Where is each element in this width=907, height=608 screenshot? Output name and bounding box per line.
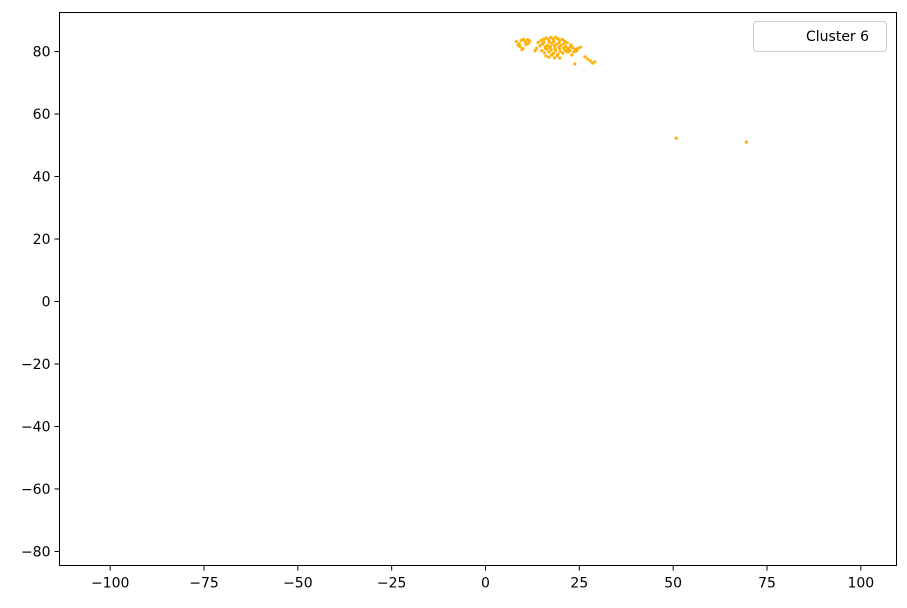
data-point	[588, 59, 592, 63]
data-point	[549, 53, 554, 57]
data-point	[552, 56, 557, 60]
x-tick-label: 0	[481, 576, 490, 592]
data-point	[548, 44, 553, 49]
data-point	[527, 41, 531, 45]
y-tick-label: 20	[33, 232, 51, 248]
data-point	[552, 44, 556, 48]
data-point	[542, 51, 547, 55]
x-axis: −100 −75 −50 −25 0 25 50 75 100	[91, 565, 874, 592]
y-tick-label: −40	[21, 419, 51, 435]
data-point	[558, 38, 562, 42]
data-point	[568, 49, 572, 53]
data-point	[542, 40, 546, 44]
data-point	[560, 37, 565, 41]
data-point	[557, 46, 562, 51]
data-point	[524, 43, 528, 47]
data-point	[549, 48, 553, 52]
data-point	[555, 37, 560, 41]
data-point	[583, 55, 587, 59]
x-tick-label: −100	[91, 576, 129, 592]
x-tick-label: 25	[570, 576, 588, 592]
data-point	[576, 46, 580, 51]
x-tick-label: −25	[377, 576, 407, 592]
y-tick-label: −80	[21, 544, 51, 560]
data-point	[554, 42, 559, 46]
data-point	[593, 60, 597, 64]
x-tick-label: 50	[664, 576, 682, 592]
data-point	[570, 53, 574, 57]
data-point	[544, 54, 548, 58]
y-tick-label: 60	[33, 107, 51, 123]
points-layer	[514, 35, 748, 144]
data-point	[539, 39, 543, 43]
data-point	[565, 41, 569, 45]
y-axis: −80 −60 −40 −20 0 20 40 60 80	[21, 45, 60, 560]
data-point	[551, 37, 555, 41]
y-tick-label: −20	[21, 357, 51, 373]
data-point	[572, 50, 576, 54]
data-point	[570, 45, 575, 50]
data-point	[547, 55, 551, 59]
data-point	[547, 50, 551, 54]
data-point	[547, 40, 551, 44]
data-point	[559, 43, 563, 47]
x-tick-label: 75	[758, 576, 776, 592]
y-tick-label: 40	[33, 170, 51, 186]
data-point	[543, 46, 548, 51]
data-point	[533, 49, 537, 53]
data-point	[545, 43, 550, 47]
data-point	[553, 47, 557, 51]
legend: Cluster 6	[753, 21, 887, 52]
data-point	[540, 49, 544, 53]
data-point	[744, 140, 748, 144]
plot-frame	[59, 12, 897, 566]
data-point	[573, 62, 577, 66]
data-point	[520, 48, 524, 52]
data-point	[534, 46, 539, 51]
data-point	[564, 44, 568, 49]
y-tick-label: 0	[42, 294, 51, 310]
data-point	[674, 136, 678, 140]
data-point	[569, 43, 573, 47]
data-point	[578, 45, 583, 49]
data-point	[585, 57, 590, 61]
y-tick-label: 80	[33, 45, 51, 61]
data-point	[536, 40, 540, 45]
x-tick-label: 100	[847, 576, 874, 592]
data-point	[558, 49, 562, 54]
data-point	[563, 39, 567, 43]
data-point	[523, 40, 527, 44]
data-point	[549, 35, 553, 40]
data-point	[564, 49, 568, 53]
data-point	[544, 36, 548, 40]
data-point	[516, 43, 520, 47]
data-point	[521, 37, 526, 41]
data-point	[555, 54, 559, 58]
data-point	[575, 49, 579, 53]
data-point	[557, 41, 561, 45]
y-tick-label: −60	[21, 482, 51, 498]
data-point	[562, 42, 566, 46]
data-point	[552, 39, 556, 44]
data-point	[561, 51, 565, 55]
data-point	[553, 35, 557, 39]
x-tick-label: −50	[283, 576, 313, 592]
data-point	[558, 56, 562, 60]
data-point	[538, 44, 542, 48]
data-point	[514, 39, 518, 44]
legend-box	[753, 21, 887, 52]
data-point	[542, 37, 546, 41]
legend-label: Cluster 6	[806, 29, 869, 45]
x-tick-label: −75	[189, 576, 219, 592]
